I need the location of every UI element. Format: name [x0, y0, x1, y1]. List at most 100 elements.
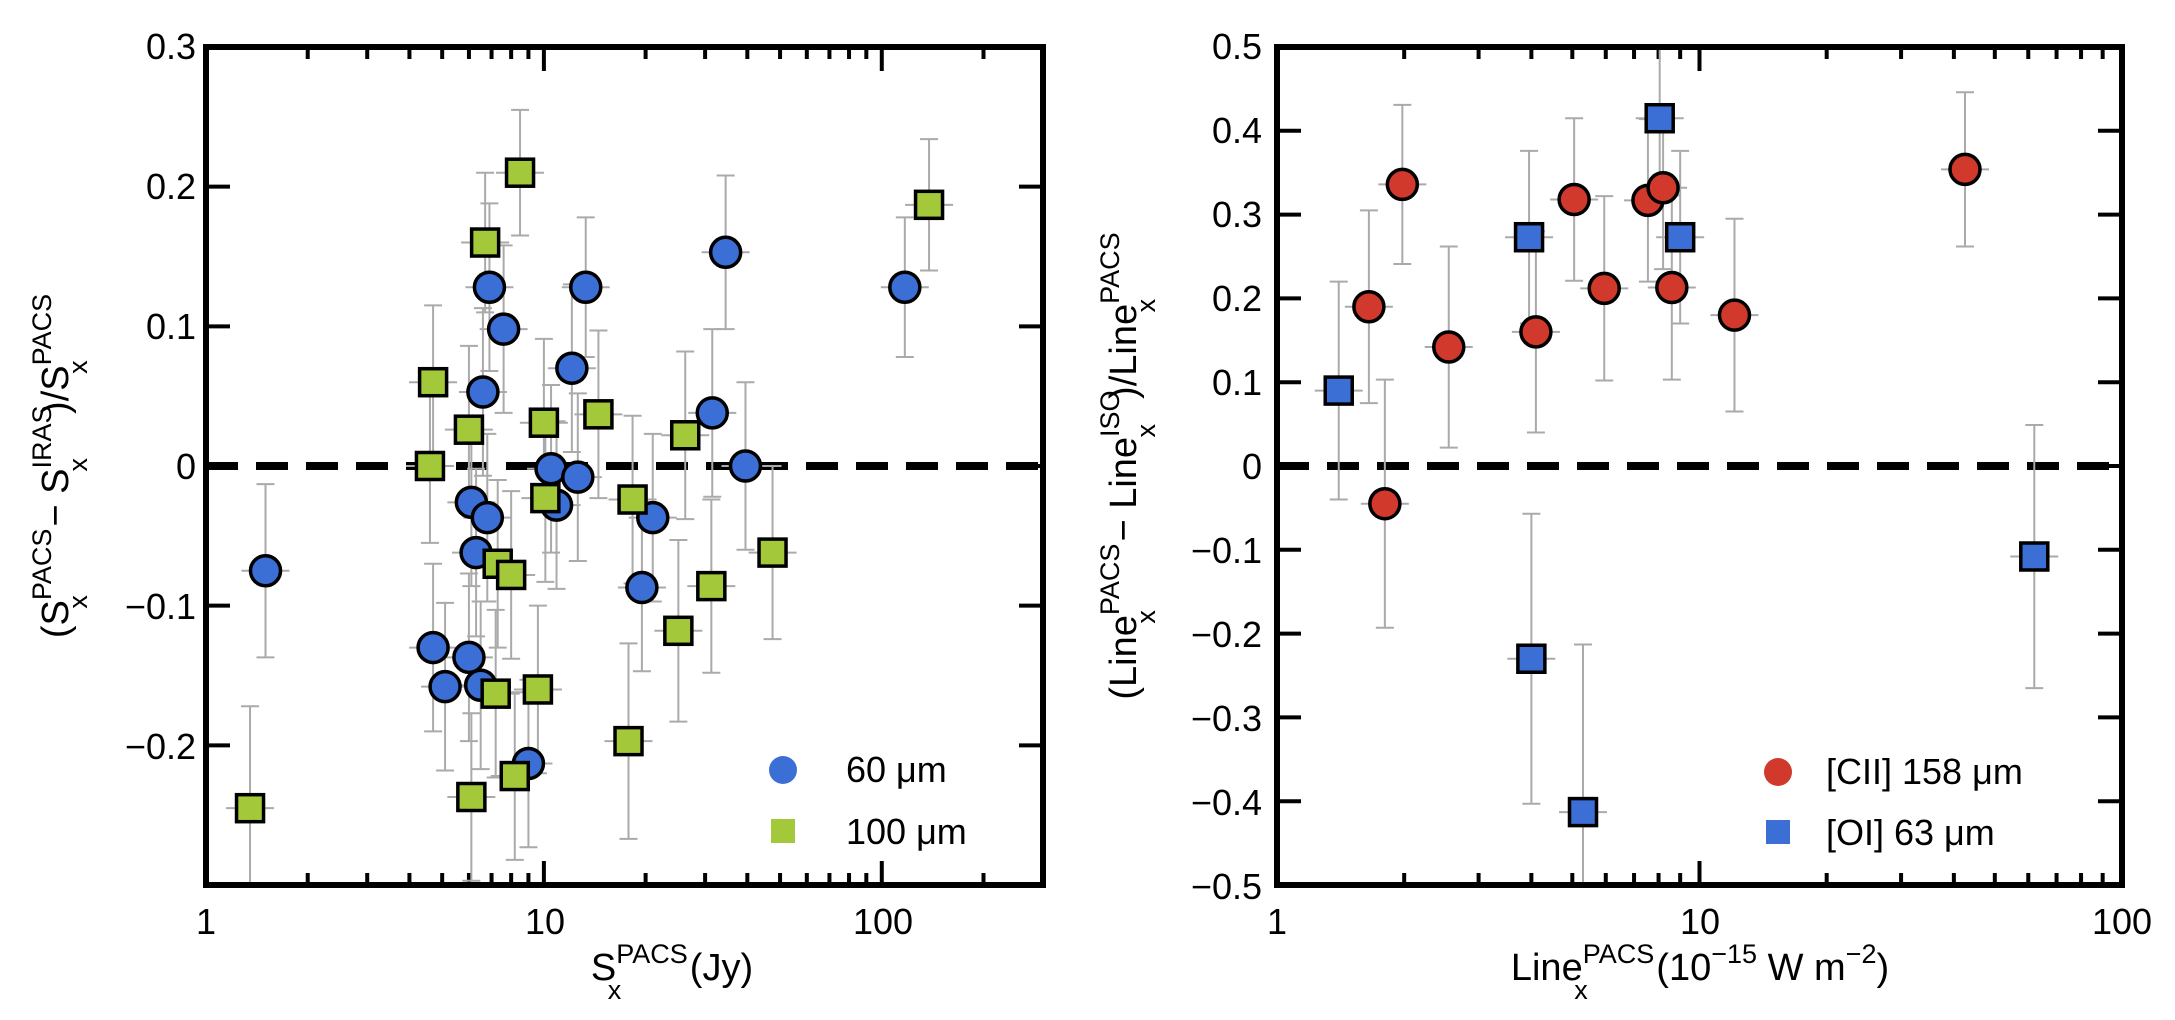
- right-y-axis-label: (LinePACSx − LineISO x)/LinePACSx: [1095, 232, 1161, 699]
- data-point-cii-158um: [1432, 330, 1466, 364]
- data-point-60um: [568, 270, 603, 304]
- data-point-cii-158um: [1519, 315, 1553, 349]
- right-panel: 0.5 0.4 0.3 0.2 0.1 0 −0.1 −0.2 −0.3 −0.…: [1095, 26, 2152, 1005]
- data-point-60um: [416, 630, 450, 665]
- data-point-60um: [466, 375, 500, 409]
- data-point-60um: [486, 312, 521, 346]
- data-point-60um: [708, 235, 743, 270]
- right-ytick-label: 0.4: [1212, 110, 1262, 151]
- data-point-100um: [913, 189, 945, 221]
- data-point-oi-63um: [1664, 221, 1696, 253]
- left-plot-area: [204, 45, 1045, 886]
- legend-marker-100um: [771, 819, 795, 843]
- data-point-100um: [528, 407, 560, 438]
- data-point-60um: [625, 570, 659, 605]
- legend-label-100um: 100 μm: [846, 811, 967, 852]
- data-point-oi-63um: [1644, 102, 1675, 134]
- right-ytick-label: 0.2: [1212, 278, 1262, 319]
- data-point-60um: [470, 500, 505, 535]
- data-point-cii-158um: [1646, 171, 1680, 205]
- left-y-axis-label: (SPACSx − SIRAS x)/SPACSx: [27, 294, 93, 638]
- data-point-100um: [504, 157, 536, 188]
- data-point-100um: [669, 420, 701, 451]
- data-point-100um: [522, 674, 554, 705]
- legend-label-60um: 60 μm: [846, 749, 947, 790]
- right-legend: [CII] 158 μm [OI] 63 μm: [1764, 751, 2023, 853]
- data-point-100um: [613, 725, 644, 757]
- left-ytick-label: 0: [176, 446, 196, 487]
- data-point-100um: [480, 678, 511, 709]
- data-point-cii-158um: [1587, 271, 1621, 306]
- data-point-oi-63um: [1323, 375, 1354, 406]
- legend-label-oi: [OI] 63 μm: [1826, 812, 1995, 853]
- data-point-60um: [555, 351, 589, 385]
- right-ytick-label: 0: [1242, 446, 1262, 487]
- right-ytick-label: −0.2: [1191, 614, 1262, 655]
- left-xtick-label: 1: [196, 901, 216, 942]
- legend-label-cii: [CII] 158 μm: [1826, 751, 2023, 792]
- left-x-axis-label: SPACS x (Jy): [591, 939, 753, 1005]
- data-point-oi-63um: [2019, 541, 2050, 572]
- data-point-oi-63um: [1513, 221, 1545, 253]
- data-point-60um: [428, 669, 462, 704]
- data-point-100um: [453, 414, 485, 445]
- data-point-60um: [888, 270, 922, 304]
- data-point-60um: [561, 460, 595, 494]
- right-ytick-label: −0.5: [1191, 866, 1262, 907]
- right-xtick-label: 10: [1680, 901, 1720, 942]
- data-point-60um: [728, 449, 763, 483]
- left-ytick-label: −0.1: [125, 586, 196, 627]
- data-point-cii-158um: [1368, 486, 1402, 521]
- data-point-oi-63um: [1516, 643, 1547, 674]
- data-point-cii-158um: [1948, 152, 1982, 187]
- data-point-100um: [617, 484, 648, 515]
- data-point-100um: [696, 570, 727, 602]
- data-point-100um: [234, 792, 266, 824]
- right-ytick-label: −0.1: [1191, 530, 1262, 571]
- data-point-cii-158um: [1352, 290, 1386, 324]
- data-point-100um: [583, 399, 614, 430]
- data-point-100um: [499, 760, 531, 792]
- data-point-cii-158um: [1385, 167, 1420, 202]
- data-point-60um: [472, 270, 507, 304]
- left-legend: 60 μm 100 μm: [769, 749, 967, 852]
- left-ytick-label: 0.3: [146, 26, 196, 67]
- left-xtick-label: 100: [853, 901, 913, 942]
- right-xticks: 1 10 100: [1267, 901, 2152, 942]
- legend-marker-60um: [769, 756, 797, 784]
- data-point-cii-158um: [1557, 182, 1591, 217]
- data-point-100um: [414, 450, 446, 482]
- data-point-60um: [248, 554, 283, 588]
- right-xtick-label: 100: [2092, 901, 2152, 942]
- right-yticks: 0.5 0.4 0.3 0.2 0.1 0 −0.1 −0.2 −0.3 −0.…: [1191, 26, 1262, 907]
- data-point-60um: [452, 640, 486, 675]
- data-point-cii-158um: [1717, 298, 1752, 332]
- data-point-100um: [495, 559, 527, 591]
- data-point-oi-63um: [1567, 796, 1599, 828]
- data-point-100um: [456, 781, 487, 813]
- left-panel: 0.3 0.2 0.1 0 −0.1 −0.2 1 10 100 SPACS x …: [27, 26, 1046, 1005]
- data-point-100um: [530, 482, 561, 514]
- legend-marker-oi: [1766, 820, 1790, 844]
- left-xticks: 1 10 100: [196, 901, 913, 942]
- data-point-100um: [469, 227, 501, 258]
- left-ytick-label: 0.1: [146, 306, 196, 347]
- right-ytick-label: 0.1: [1212, 362, 1262, 403]
- right-x-axis-label: LinePACS x (10−15 W m−2): [1511, 939, 1889, 1005]
- right-xtick-label: 1: [1267, 901, 1287, 942]
- left-ytick-label: −0.2: [125, 726, 196, 767]
- left-ytick-label: 0.2: [146, 166, 196, 207]
- legend-marker-cii: [1764, 758, 1792, 786]
- data-point-100um: [417, 366, 449, 398]
- left-plot-frame: [203, 44, 1046, 888]
- right-ytick-label: 0.5: [1212, 26, 1262, 67]
- data-point-100um: [663, 615, 694, 647]
- right-plot-frame: [1274, 44, 2125, 888]
- right-ytick-label: −0.3: [1191, 698, 1262, 739]
- right-ytick-label: 0.3: [1212, 194, 1262, 235]
- data-point-60um: [695, 396, 730, 430]
- data-point-100um: [757, 537, 788, 568]
- right-ytick-label: −0.4: [1191, 782, 1262, 823]
- left-xtick-label: 10: [525, 901, 565, 942]
